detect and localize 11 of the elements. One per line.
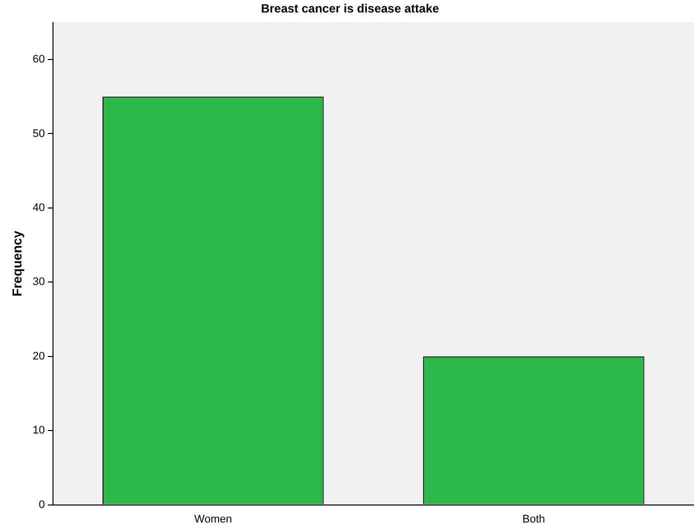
chart-title: Breast cancer is disease attake — [260, 2, 440, 16]
y-axis-title: Frequency — [9, 230, 24, 296]
y-tick-label: 20 — [32, 350, 45, 362]
y-tick-label: 0 — [38, 498, 45, 511]
y-tick-label: 40 — [32, 202, 45, 214]
x-tick-label: Women — [194, 513, 232, 526]
y-tick-label: 60 — [32, 54, 45, 66]
y-tick-label: 50 — [32, 128, 45, 140]
y-tick-label: 30 — [32, 276, 45, 288]
y-tick-label: 10 — [32, 424, 45, 437]
x-tick-label: Both — [522, 513, 546, 526]
